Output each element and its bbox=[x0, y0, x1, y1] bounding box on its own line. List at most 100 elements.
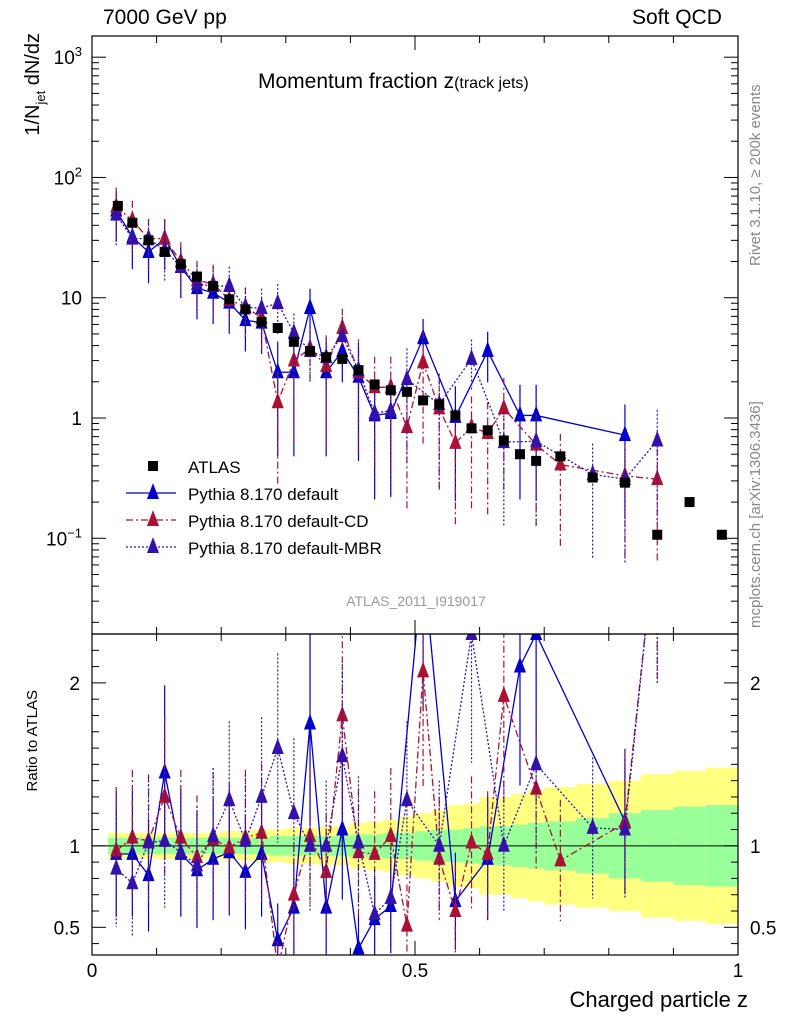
x-tick-label: 0 bbox=[87, 961, 98, 982]
pythia-8-170-default-cd-ratio-point bbox=[174, 827, 187, 844]
pythia-8-170-default-mbr-ratio-point bbox=[497, 835, 510, 852]
pythia-8-170-default-mbr-line bbox=[115, 214, 658, 480]
ratio-y-tick-label-right: 2 bbox=[750, 674, 761, 695]
tick-exponent: 3 bbox=[75, 44, 82, 59]
atlas-data-point bbox=[127, 217, 138, 228]
pythia-8-170-default-mbr-ratio-point bbox=[384, 888, 397, 904]
y-tick-label-main: 10−1 bbox=[46, 525, 82, 550]
pythia-8-170-default-ratio-point bbox=[255, 844, 268, 860]
pythia-8-170-default-mbr-point bbox=[223, 276, 236, 293]
pythia-8-170-default-mbr-point bbox=[465, 349, 478, 365]
atlas-data-point bbox=[159, 246, 170, 257]
x-tick-label: 1 bbox=[733, 961, 744, 982]
pythia-8-170-default-mbr-point bbox=[255, 298, 268, 315]
pythia-8-170-default-mbr-ratio-point bbox=[207, 826, 220, 842]
tick-exponent: 2 bbox=[75, 164, 82, 179]
pythia-8-170-default-cd-point bbox=[497, 398, 510, 415]
atlas-data-point bbox=[531, 455, 542, 466]
pythia-8-170-default-point bbox=[303, 298, 317, 315]
atlas-data-point bbox=[224, 294, 235, 305]
pythia-8-170-default-mbr-ratio-point bbox=[110, 858, 123, 875]
pythia-8-170-default-ratio-point bbox=[352, 938, 365, 955]
atlas-data-point bbox=[587, 472, 598, 483]
header-energy-label: 7000 GeV pp bbox=[103, 6, 227, 29]
pythia-8-170-default-mbr-ratio-point bbox=[303, 835, 317, 852]
atlas-data-point bbox=[143, 235, 154, 246]
header-process-label: Soft QCD bbox=[632, 6, 722, 29]
pythia-8-170-default-mbr-ratio-point bbox=[336, 746, 349, 763]
y-axis-label-main: 1/Njet dN/dz bbox=[22, 33, 48, 136]
tick-base: 10 bbox=[54, 48, 75, 69]
analysis-watermark: ATLAS_2011_I919017 bbox=[346, 593, 486, 609]
pythia-8-170-default-mbr-point bbox=[287, 322, 300, 339]
legend-label-pythia-8-170-default-cd: Pythia 8.170 default-CD bbox=[188, 512, 369, 531]
pythia-8-170-default-cd-line bbox=[115, 206, 658, 480]
atlas-data-point bbox=[716, 529, 727, 540]
atlas-data-point bbox=[418, 395, 429, 406]
atlas-data-point bbox=[353, 365, 364, 376]
pythia-8-170-default-cd-ratio-point bbox=[417, 661, 430, 678]
atlas-data-point bbox=[256, 316, 267, 327]
atlas-data-point bbox=[337, 353, 348, 364]
legend-marker-atlas bbox=[148, 461, 158, 471]
ratio-panel-data bbox=[110, 551, 658, 976]
pythia-8-170-default-mbr-ratio-point bbox=[174, 842, 187, 859]
pythia-8-170-default-mbr-ratio-point bbox=[271, 738, 284, 755]
pythia-8-170-default-mbr-point bbox=[530, 431, 543, 448]
atlas-data-point bbox=[175, 259, 186, 270]
pythia-8-170-default-mbr-ratio-point bbox=[465, 634, 478, 640]
pythia-8-170-default-cd-ratio-point bbox=[384, 826, 397, 842]
legend-label-pythia-8-170-default: Pythia 8.170 default bbox=[188, 485, 339, 504]
atlas-data-point bbox=[321, 352, 332, 363]
pythia-8-170-default-cd-point bbox=[320, 356, 333, 373]
pythia-8-170-default-mbr-point bbox=[126, 228, 139, 245]
pythia-8-170-default-cd-ratio-point bbox=[481, 844, 494, 860]
atlas-data-point bbox=[288, 336, 299, 347]
pythia-8-170-default-point bbox=[618, 425, 631, 442]
pythia-8-170-default-mbr-point bbox=[271, 293, 284, 310]
atlas-data-point bbox=[514, 449, 525, 460]
pythia-8-170-default-mbr-ratio-point bbox=[142, 832, 155, 849]
plot-title-text: Momentum fraction bbox=[258, 70, 444, 93]
ratio-y-tick-label-right: 1 bbox=[750, 837, 761, 858]
pythia-8-170-default-mbr-point bbox=[384, 400, 397, 417]
legend-label-atlas: ATLAS bbox=[188, 458, 241, 477]
pythia-8-170-default-cd-ratio-point bbox=[449, 901, 462, 917]
pythia-8-170-default-mbr-ratio-point bbox=[433, 835, 446, 852]
pythia-8-170-default-mbr-point bbox=[400, 369, 413, 386]
pythia-8-170-default-ratio-point bbox=[239, 861, 252, 878]
pythia-8-170-default-mbr-ratio-point bbox=[368, 904, 381, 921]
ratio-y-tick-label-right: 0.5 bbox=[750, 918, 776, 939]
pythia-8-170-default-ratio-point bbox=[417, 551, 429, 567]
pythia-8-170-default-cd-ratio-point bbox=[368, 844, 381, 860]
atlas-data-point bbox=[434, 399, 445, 410]
x-tick-label: 0.5 bbox=[402, 961, 428, 982]
pythia-8-170-default-ratio-point bbox=[336, 819, 349, 836]
pythia-8-170-default-cd-point bbox=[417, 352, 430, 369]
pythia-8-170-default-mbr-ratio-point bbox=[618, 819, 631, 836]
ratio-y-tick-label-left: 0.5 bbox=[54, 918, 80, 939]
y-axis-label-subscript: jet bbox=[33, 90, 48, 105]
pythia-8-170-default-mbr-ratio-point bbox=[352, 832, 365, 849]
legend-label-pythia-8-170-default-mbr: Pythia 8.170 default-MBR bbox=[188, 539, 382, 558]
atlas-data-point bbox=[619, 477, 630, 488]
plot-title-variable: z bbox=[444, 70, 455, 93]
pythia-8-170-default-cd-ratio-point bbox=[554, 850, 567, 867]
atlas-data-point bbox=[652, 529, 663, 540]
ratio-y-tick-label-left: 1 bbox=[69, 837, 80, 858]
pythia-8-170-default-mbr-ratio-point bbox=[530, 754, 543, 771]
pythia-8-170-default-mbr-ratio-point bbox=[320, 835, 333, 852]
legend-marker-pythia-8-170-default bbox=[146, 483, 160, 499]
pythia-8-170-default-ratio-point bbox=[530, 634, 543, 640]
pythia-8-170-default-cd-ratio-point bbox=[110, 840, 123, 857]
atlas-data-point bbox=[112, 200, 123, 211]
pythia-8-170-default-mbr-ratio-point bbox=[158, 831, 171, 847]
pythia-8-170-default-cd-point bbox=[651, 469, 664, 486]
pythia-8-170-default-cd-ratio-point bbox=[272, 960, 284, 976]
pythia-8-170-default-cd-ratio-point bbox=[400, 915, 413, 932]
tick-base: 10 bbox=[46, 529, 67, 550]
y-axis-label-ratio: Ratio to ATLAS bbox=[24, 690, 41, 791]
pythia-8-170-default-point bbox=[513, 405, 527, 422]
atlas-data-point bbox=[369, 379, 380, 390]
pythia-8-170-default-mbr-point bbox=[336, 326, 349, 343]
